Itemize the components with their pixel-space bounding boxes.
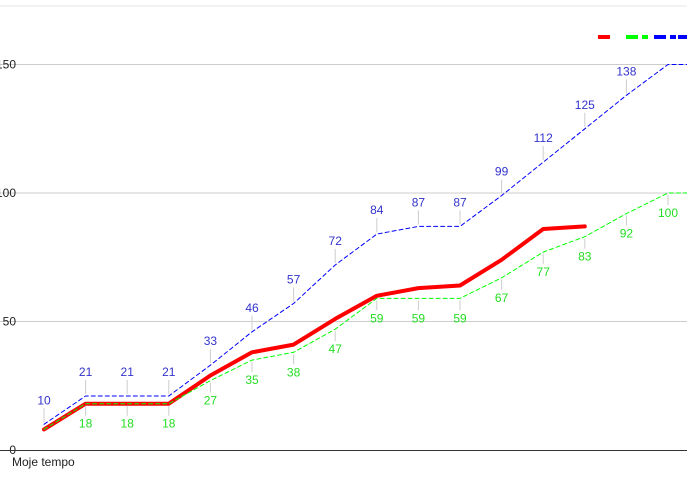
red-series-line — [42, 224, 587, 432]
blue-data-label: 33 — [204, 334, 218, 348]
gridlines — [0, 64, 687, 322]
green-data-label: 18 — [162, 417, 176, 431]
x-axis-label: Moje tempo — [12, 455, 75, 469]
green-series-line — [43, 192, 687, 430]
y-axis: 050100150 — [0, 58, 16, 458]
y-tick-label: 100 — [0, 186, 16, 200]
green-data-label: 59 — [453, 311, 467, 325]
green-data-label: 38 — [287, 365, 301, 379]
green-data-label: 83 — [578, 250, 592, 264]
green-data-label: 59 — [412, 311, 426, 325]
series-lines — [42, 64, 687, 432]
blue-data-label: 87 — [412, 195, 426, 209]
blue-data-label: 10 — [37, 393, 51, 407]
green-data-label: 27 — [204, 394, 218, 408]
blue-data-label: 46 — [245, 301, 259, 315]
data-labels: 18 18 18 27 35 38 47 59 59 59 67 77 83 92 100 10 21 21 21 3… — [37, 64, 678, 430]
green-data-label: 18 — [121, 417, 135, 431]
y-tick-label: 50 — [3, 315, 17, 329]
green-data-label: 77 — [537, 265, 551, 279]
blue-data-label: 21 — [162, 365, 176, 379]
green-data-label: 67 — [495, 291, 509, 305]
green-data-label: 18 — [79, 417, 93, 431]
green-data-label: 100 — [658, 206, 678, 220]
blue-data-label: 72 — [329, 234, 343, 248]
blue-series-line — [43, 64, 687, 425]
blue-data-label: 87 — [453, 195, 467, 209]
green-data-label: 59 — [370, 311, 384, 325]
blue-data-label: 21 — [121, 365, 135, 379]
blue-data-label: 99 — [495, 165, 509, 179]
green-data-label: 92 — [620, 227, 634, 241]
green-data-label: 47 — [329, 342, 343, 356]
blue-data-label: 21 — [79, 365, 93, 379]
y-tick-label: 150 — [0, 58, 16, 72]
blue-data-label: 84 — [370, 203, 384, 217]
blue-data-label: 57 — [287, 273, 301, 287]
green-data-label: 35 — [245, 373, 259, 387]
blue-data-label: 125 — [575, 98, 595, 112]
blue-data-label: 112 — [534, 131, 553, 145]
blue-data-label: 138 — [616, 64, 636, 78]
